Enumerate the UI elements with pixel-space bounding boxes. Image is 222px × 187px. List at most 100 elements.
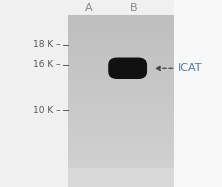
Bar — [68, 160, 174, 161]
Bar — [68, 42, 174, 44]
Bar — [68, 99, 174, 101]
Bar — [68, 18, 174, 20]
Text: 18 K –: 18 K – — [34, 40, 61, 49]
Bar — [68, 111, 174, 113]
Bar — [68, 77, 174, 79]
Bar — [68, 132, 174, 134]
Bar — [68, 110, 174, 111]
Bar — [68, 166, 174, 168]
Bar — [68, 137, 174, 139]
Bar — [68, 144, 174, 146]
Bar — [68, 175, 174, 177]
Bar — [68, 37, 174, 39]
Bar — [68, 79, 174, 80]
Bar — [68, 185, 174, 187]
Bar — [68, 156, 174, 158]
Bar — [68, 87, 174, 89]
Bar — [68, 58, 174, 60]
Bar — [68, 65, 174, 67]
Bar — [68, 122, 174, 123]
Bar — [68, 46, 174, 48]
Bar — [68, 49, 174, 51]
Bar — [68, 92, 174, 94]
Bar — [68, 56, 174, 58]
Bar — [68, 84, 174, 85]
Text: 10 K –: 10 K – — [34, 106, 61, 115]
Bar — [68, 151, 174, 153]
Bar — [68, 108, 174, 110]
Bar — [68, 89, 174, 91]
Bar — [68, 67, 174, 68]
Bar — [68, 70, 174, 72]
Bar — [68, 24, 174, 25]
Bar — [68, 177, 174, 178]
Bar — [68, 184, 174, 185]
Bar — [174, 0, 222, 187]
Bar — [68, 48, 174, 49]
Bar — [68, 146, 174, 147]
Bar — [68, 60, 174, 61]
Bar — [68, 180, 174, 182]
Bar — [68, 22, 174, 24]
Bar — [68, 75, 174, 77]
Bar — [68, 178, 174, 180]
Text: B: B — [129, 3, 137, 13]
Bar — [68, 82, 174, 84]
Bar — [68, 34, 174, 36]
Bar — [68, 165, 174, 166]
Bar — [68, 32, 174, 34]
Bar — [68, 44, 174, 46]
Bar — [68, 163, 174, 165]
Bar — [68, 128, 174, 130]
Bar — [68, 91, 174, 92]
Bar — [68, 80, 174, 82]
Text: A: A — [85, 3, 93, 13]
Bar — [68, 171, 174, 173]
Bar — [68, 55, 174, 56]
Bar — [68, 51, 174, 53]
Bar — [68, 106, 174, 108]
Bar — [68, 73, 174, 75]
Bar — [68, 168, 174, 170]
FancyBboxPatch shape — [108, 58, 147, 79]
Bar — [68, 117, 174, 118]
Bar — [68, 123, 174, 125]
Bar — [68, 104, 174, 106]
Bar — [68, 134, 174, 135]
Bar — [68, 61, 174, 63]
Bar — [68, 103, 174, 104]
Bar — [68, 98, 174, 99]
Bar — [68, 39, 174, 41]
Bar — [68, 139, 174, 141]
Bar — [68, 101, 174, 103]
Bar — [68, 85, 174, 87]
Bar — [68, 118, 174, 120]
Bar — [68, 142, 174, 144]
Text: ICAT: ICAT — [178, 63, 202, 73]
Bar — [68, 72, 174, 73]
Bar — [68, 127, 174, 128]
Bar — [68, 41, 174, 42]
Bar — [68, 30, 174, 32]
Bar — [68, 17, 174, 18]
Bar — [68, 149, 174, 151]
Bar — [68, 25, 174, 27]
Bar — [68, 68, 174, 70]
Bar — [68, 158, 174, 160]
Bar — [68, 147, 174, 149]
Bar — [68, 96, 174, 98]
Text: 16 K –: 16 K – — [34, 60, 61, 69]
Bar — [68, 94, 174, 96]
Bar — [68, 182, 174, 184]
Bar — [68, 153, 174, 154]
Bar — [68, 20, 174, 22]
Bar — [68, 154, 174, 156]
Bar — [68, 36, 174, 37]
Bar — [68, 113, 174, 115]
Bar — [68, 168, 174, 187]
Bar — [68, 125, 174, 127]
Bar — [68, 141, 174, 142]
Bar — [68, 161, 174, 163]
Bar — [68, 120, 174, 122]
Bar — [68, 130, 174, 132]
